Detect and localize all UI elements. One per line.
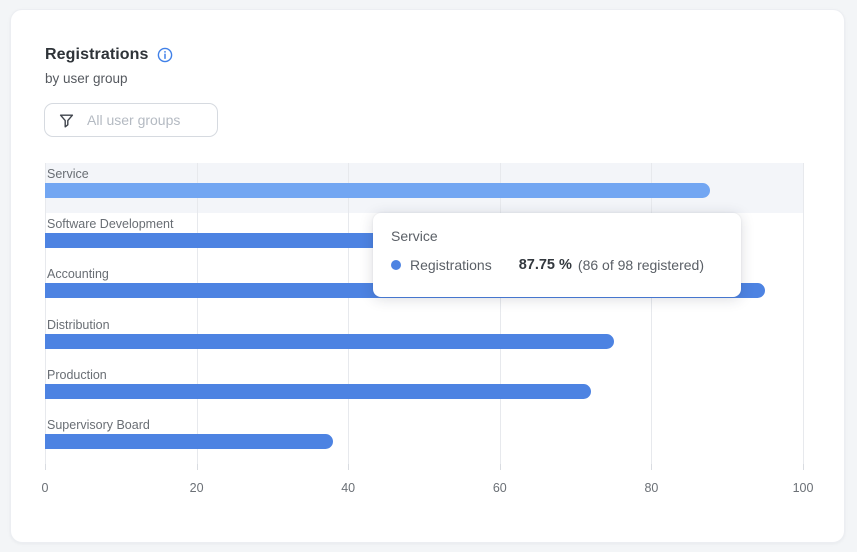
bar-rows: Service Software Development Accounting Dis… — [45, 163, 803, 464]
axis-tick — [45, 464, 46, 470]
filter-funnel-icon — [58, 112, 75, 129]
series-dot-icon — [391, 260, 401, 270]
tooltip-value: 87.75 % — [518, 257, 572, 273]
axis-tick — [196, 464, 198, 470]
axis-tick — [803, 464, 804, 470]
x-axis: 0 20 40 60 80 100 — [41, 464, 813, 504]
tooltip-series-row: Registrations 87.75 % (86 of 98 register… — [391, 257, 723, 273]
axis-tick-label: 20 — [189, 481, 204, 495]
category-label: Software Development — [47, 217, 174, 232]
registrations-card: Registrations by user group Service Softw… — [10, 9, 845, 543]
bar-distribution[interactable] — [45, 333, 614, 349]
category-label: Distribution — [47, 317, 110, 332]
card-subtitle: by user group — [45, 71, 128, 86]
gridline — [45, 163, 46, 464]
info-icon[interactable] — [157, 47, 173, 63]
category-label: Production — [47, 367, 107, 382]
gridline — [348, 163, 350, 464]
bar-row: Distribution — [45, 314, 803, 364]
axis-tick-label: 80 — [644, 481, 659, 495]
plot-area: Service Software Development Accounting Dis… — [45, 163, 804, 464]
bar-supervisory-board[interactable] — [45, 433, 334, 449]
bar-service[interactable] — [45, 183, 711, 198]
filter-input[interactable] — [85, 111, 207, 129]
bar-row: Service — [45, 163, 803, 213]
axis-tick — [499, 464, 501, 470]
user-group-filter[interactable] — [44, 103, 218, 137]
gridline — [499, 163, 501, 464]
axis-tick — [651, 464, 653, 470]
axis-tick — [348, 464, 350, 470]
bar-production[interactable] — [45, 383, 591, 399]
card-title: Registrations — [45, 46, 149, 63]
chart-tooltip: Service Registrations 87.75 % (86 of 98 … — [373, 213, 741, 297]
tooltip-category: Service — [391, 228, 438, 244]
axis-tick-label: 0 — [41, 481, 49, 495]
bar-row: Production — [45, 364, 803, 414]
tooltip-series-label: Registrations — [410, 257, 492, 273]
gridline — [651, 163, 653, 464]
bar-row: Supervisory Board — [45, 414, 803, 464]
card-header: Registrations — [45, 46, 173, 64]
gridline — [803, 163, 804, 464]
axis-tick-label: 40 — [341, 481, 356, 495]
tooltip-detail: (86 of 98 registered) — [577, 257, 704, 273]
category-label: Supervisory Board — [47, 417, 150, 432]
gridline — [196, 163, 198, 464]
axis-tick-label: 60 — [492, 481, 507, 495]
axis-tick-label: 100 — [792, 481, 814, 495]
category-label: Service — [47, 167, 89, 181]
category-label: Accounting — [47, 267, 109, 282]
